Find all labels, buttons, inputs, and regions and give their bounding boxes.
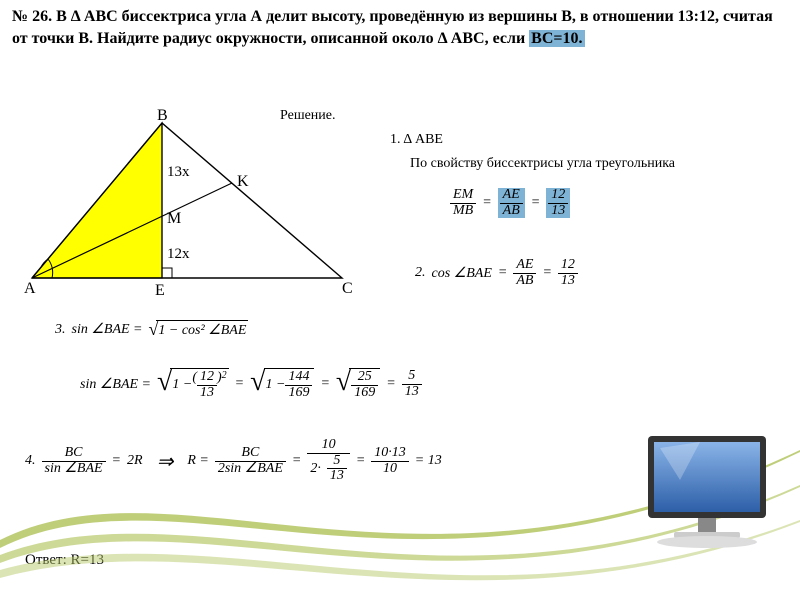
sqrt-1: √ 1 − cos² ∠BAE (149, 320, 249, 339)
label-12x: 12x (167, 246, 190, 262)
step-1: 1. Δ ABE (390, 132, 443, 148)
right-angle-marker (162, 268, 172, 278)
problem-statement: № 26. В Δ ABC биссектриса угла А делит в… (0, 0, 800, 53)
step2-prefix: 2. (415, 265, 426, 281)
label-a: A (24, 280, 36, 297)
monitor-icon (640, 430, 780, 560)
frac-12-13-2: 12 13 (558, 258, 578, 288)
frac-12-13: 12 13 (546, 188, 570, 218)
equation-1: EM MB = AE AB = 12 13 (450, 188, 570, 218)
label-13x: 13x (167, 164, 190, 180)
step3-prefix: 3. (55, 322, 66, 338)
label-k: K (237, 173, 249, 190)
triangle-diagram: A B C E K M 13x 12x (12, 108, 372, 308)
bc-highlight: BC=10. (529, 30, 584, 47)
problem-number: № 26. (12, 8, 52, 25)
frac-em-mb: EM MB (450, 188, 476, 218)
frac-ae-ab-2: AE AB (513, 258, 536, 288)
problem-text: В Δ ABC биссектриса угла А делит высоту,… (12, 8, 773, 47)
frac-ae-ab: AE AB (498, 188, 525, 218)
step-1-note: По свойству биссектрисы угла треугольник… (410, 156, 675, 172)
label-m: M (167, 210, 181, 227)
label-b: B (157, 108, 168, 124)
label-c: C (342, 280, 353, 297)
equation-3: 3. sin ∠BAE = √ 1 − cos² ∠BAE (55, 320, 248, 339)
label-e: E (155, 282, 165, 299)
equation-2: 2. cos ∠BAE = AE AB = 12 13 (415, 258, 578, 288)
